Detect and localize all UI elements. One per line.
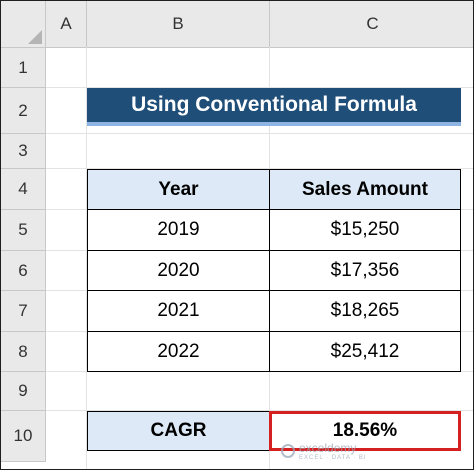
select-all-corner[interactable] bbox=[1, 1, 46, 48]
row-header-7[interactable]: 7 bbox=[1, 291, 46, 332]
row-header-6[interactable]: 6 bbox=[1, 251, 46, 291]
column-header-b[interactable]: B bbox=[87, 1, 270, 48]
watermark-name: exceldemy bbox=[299, 441, 357, 455]
cell-sales-amount[interactable]: $15,250 bbox=[269, 209, 461, 251]
cell-year[interactable]: 2019 bbox=[87, 209, 270, 251]
row-header-2[interactable]: 2 bbox=[1, 88, 46, 134]
cagr-label-cell[interactable]: CAGR bbox=[87, 411, 270, 451]
cagr-value-cell[interactable]: 18.56% bbox=[269, 411, 461, 451]
gridline bbox=[86, 47, 87, 469]
cell-sales-amount[interactable]: $18,265 bbox=[269, 290, 461, 332]
row-header-4[interactable]: 4 bbox=[1, 169, 46, 210]
cell-year[interactable]: 2020 bbox=[87, 250, 270, 291]
cell-year[interactable]: 2022 bbox=[87, 331, 270, 372]
column-header-a[interactable]: A bbox=[46, 1, 87, 48]
gridline bbox=[46, 410, 473, 411]
exceldemy-logo-icon bbox=[281, 444, 295, 458]
select-all-triangle-icon bbox=[28, 30, 42, 44]
title-banner[interactable]: Using Conventional Formula bbox=[87, 88, 461, 126]
column-header-c[interactable]: C bbox=[270, 1, 473, 48]
header-cell-sales-amount[interactable]: Sales Amount bbox=[269, 169, 461, 210]
gridline bbox=[46, 87, 473, 88]
row-header-8[interactable]: 8 bbox=[1, 332, 46, 372]
row-header-5[interactable]: 5 bbox=[1, 210, 46, 251]
row-header-9[interactable]: 9 bbox=[1, 372, 46, 411]
cell-sales-amount[interactable]: $17,356 bbox=[269, 250, 461, 291]
row-header-3[interactable]: 3 bbox=[1, 134, 46, 169]
watermark: exceldemy EXCEL · DATA · BI bbox=[281, 441, 367, 461]
gridline bbox=[46, 133, 473, 134]
cell-year[interactable]: 2021 bbox=[87, 290, 270, 332]
row-header-1[interactable]: 1 bbox=[1, 48, 46, 88]
cell-sales-amount[interactable]: $25,412 bbox=[269, 331, 461, 372]
gridline bbox=[46, 168, 473, 169]
header-cell-year[interactable]: Year bbox=[87, 169, 270, 210]
row-header-10[interactable]: 10 bbox=[1, 411, 46, 462]
watermark-tagline: EXCEL · DATA · BI bbox=[299, 455, 367, 461]
